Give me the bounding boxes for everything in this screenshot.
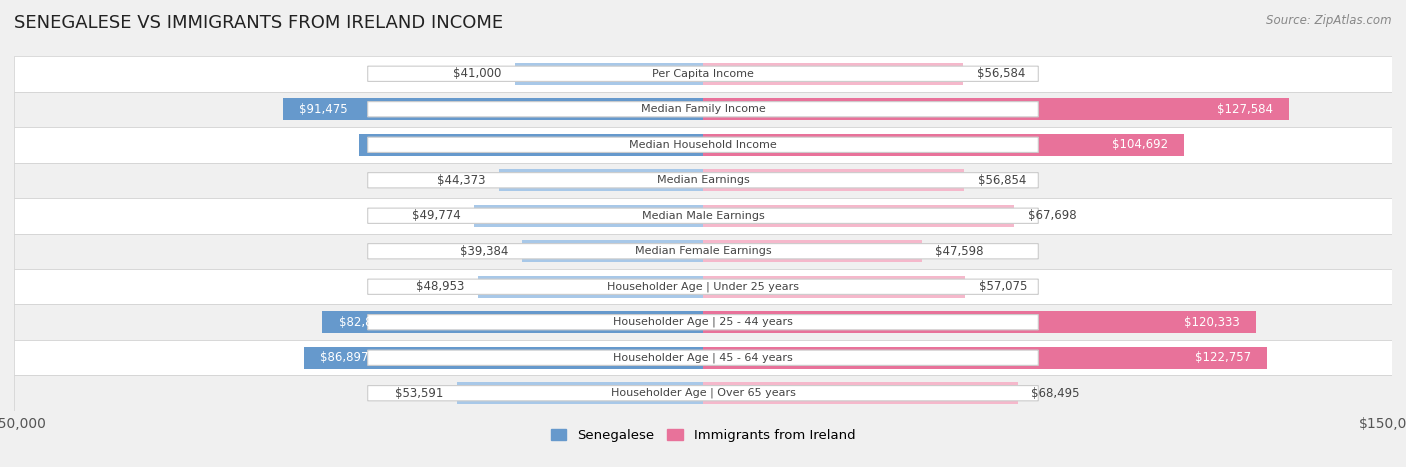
Bar xyxy=(14,304,1392,340)
Legend: Senegalese, Immigrants from Ireland: Senegalese, Immigrants from Ireland xyxy=(546,424,860,447)
Text: $47,598: $47,598 xyxy=(935,245,984,258)
Bar xyxy=(14,198,1392,234)
Bar xyxy=(14,375,1392,411)
Text: $91,475: $91,475 xyxy=(299,103,347,116)
FancyBboxPatch shape xyxy=(368,350,1038,365)
Text: $68,495: $68,495 xyxy=(1032,387,1080,400)
Bar xyxy=(703,63,963,85)
Text: $53,591: $53,591 xyxy=(395,387,443,400)
FancyBboxPatch shape xyxy=(368,137,1038,152)
Text: $57,075: $57,075 xyxy=(979,280,1028,293)
Text: $39,384: $39,384 xyxy=(460,245,509,258)
Text: Householder Age | Over 65 years: Householder Age | Over 65 years xyxy=(610,388,796,398)
Bar xyxy=(703,134,1184,156)
Bar xyxy=(703,382,1018,404)
Text: SENEGALESE VS IMMIGRANTS FROM IRELAND INCOME: SENEGALESE VS IMMIGRANTS FROM IRELAND IN… xyxy=(14,14,503,32)
Text: Source: ZipAtlas.com: Source: ZipAtlas.com xyxy=(1267,14,1392,27)
Bar xyxy=(515,63,703,85)
Text: $67,698: $67,698 xyxy=(1028,209,1077,222)
Bar xyxy=(14,234,1392,269)
Text: Per Capita Income: Per Capita Income xyxy=(652,69,754,79)
Text: $41,000: $41,000 xyxy=(453,67,501,80)
Bar xyxy=(359,134,703,156)
Bar xyxy=(14,56,1392,92)
Text: $120,333: $120,333 xyxy=(1184,316,1240,329)
Text: $56,584: $56,584 xyxy=(977,67,1025,80)
Bar xyxy=(322,311,703,333)
Bar xyxy=(14,269,1392,304)
Bar xyxy=(14,127,1392,163)
Text: Householder Age | 25 - 44 years: Householder Age | 25 - 44 years xyxy=(613,317,793,327)
Bar xyxy=(703,98,1289,120)
Text: $74,999: $74,999 xyxy=(374,138,423,151)
Text: Householder Age | 45 - 64 years: Householder Age | 45 - 64 years xyxy=(613,353,793,363)
Bar xyxy=(457,382,703,404)
FancyBboxPatch shape xyxy=(368,208,1038,223)
Bar xyxy=(703,347,1267,369)
Text: Median Family Income: Median Family Income xyxy=(641,104,765,114)
FancyBboxPatch shape xyxy=(368,315,1038,330)
Bar xyxy=(703,276,965,298)
Text: $122,757: $122,757 xyxy=(1195,351,1251,364)
Text: $86,897: $86,897 xyxy=(321,351,368,364)
FancyBboxPatch shape xyxy=(368,102,1038,117)
Text: $82,852: $82,852 xyxy=(339,316,387,329)
Bar xyxy=(304,347,703,369)
Bar xyxy=(703,311,1256,333)
Bar xyxy=(499,169,703,191)
Text: Median Household Income: Median Household Income xyxy=(628,140,778,150)
Text: $104,692: $104,692 xyxy=(1112,138,1168,151)
FancyBboxPatch shape xyxy=(368,244,1038,259)
Bar xyxy=(703,240,921,262)
Text: Median Female Earnings: Median Female Earnings xyxy=(634,246,772,256)
Bar xyxy=(474,205,703,227)
Text: $49,774: $49,774 xyxy=(412,209,461,222)
Text: $127,584: $127,584 xyxy=(1218,103,1272,116)
Bar xyxy=(14,340,1392,375)
FancyBboxPatch shape xyxy=(368,173,1038,188)
Text: Median Male Earnings: Median Male Earnings xyxy=(641,211,765,221)
Bar xyxy=(478,276,703,298)
Text: Householder Age | Under 25 years: Householder Age | Under 25 years xyxy=(607,282,799,292)
FancyBboxPatch shape xyxy=(368,66,1038,81)
Text: $44,373: $44,373 xyxy=(437,174,485,187)
Bar xyxy=(14,92,1392,127)
Text: $56,854: $56,854 xyxy=(979,174,1026,187)
Bar xyxy=(703,169,965,191)
FancyBboxPatch shape xyxy=(368,386,1038,401)
Bar xyxy=(522,240,703,262)
FancyBboxPatch shape xyxy=(368,279,1038,294)
Text: Median Earnings: Median Earnings xyxy=(657,175,749,185)
Bar xyxy=(283,98,703,120)
Bar xyxy=(14,163,1392,198)
Bar xyxy=(703,205,1014,227)
Text: $48,953: $48,953 xyxy=(416,280,464,293)
